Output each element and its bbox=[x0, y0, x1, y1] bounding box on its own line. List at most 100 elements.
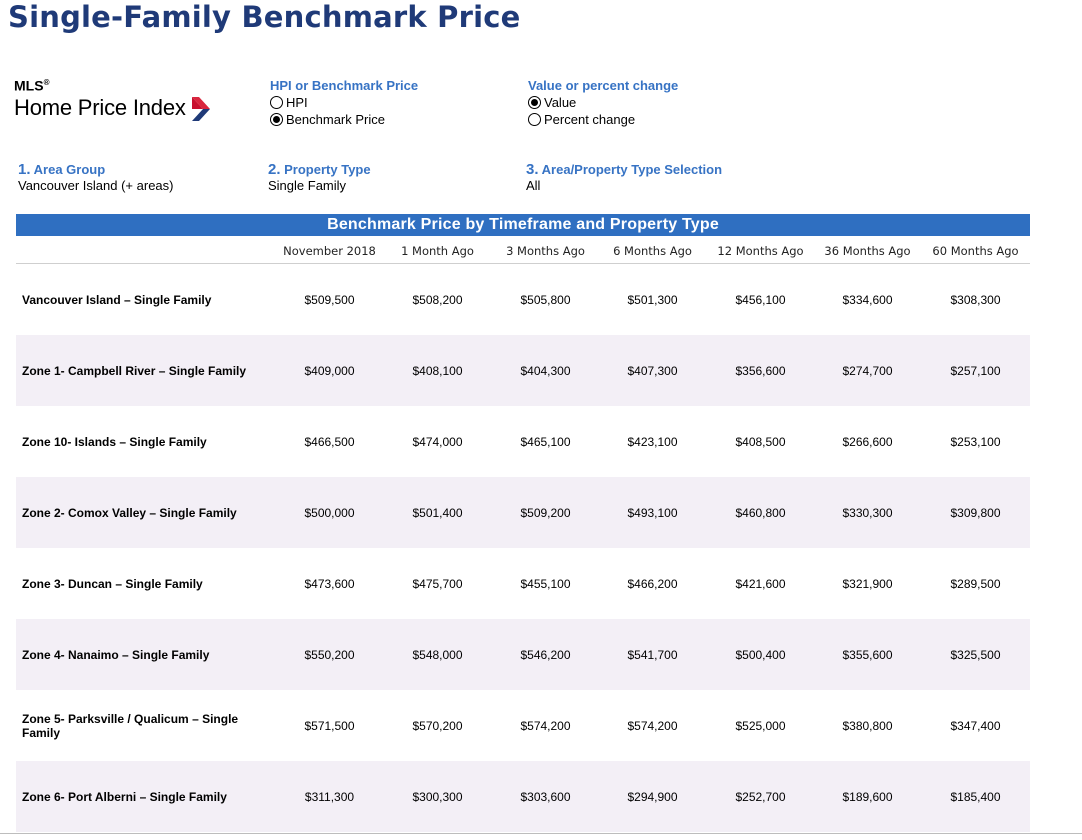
radio-hpi-label: HPI bbox=[286, 95, 308, 110]
table-cell: $546,200 bbox=[520, 647, 571, 662]
table-cell: $289,500 bbox=[950, 576, 1001, 591]
table-cell: $407,300 bbox=[627, 363, 678, 378]
table-row: Vancouver Island – Single Family $509,50… bbox=[16, 264, 1030, 335]
column-header: November 2018 bbox=[283, 244, 376, 258]
row-label: Zone 4- Nanaimo – Single Family bbox=[22, 647, 210, 662]
table-body: Vancouver Island – Single Family $509,50… bbox=[16, 264, 1030, 832]
table-cell: $308,300 bbox=[950, 292, 1001, 307]
table-cell: $355,600 bbox=[842, 647, 893, 662]
table-cell: $456,100 bbox=[735, 292, 786, 307]
table-row: Zone 2- Comox Valley – Single Family $50… bbox=[16, 477, 1030, 548]
filter-property-type-num: 2. bbox=[268, 161, 281, 178]
table-cell: $408,500 bbox=[735, 434, 786, 449]
filter-selection-num: 3. bbox=[526, 161, 539, 178]
table-cell: $505,800 bbox=[520, 292, 571, 307]
table-cell: $571,500 bbox=[304, 718, 355, 733]
filter-area-group-value[interactable]: Vancouver Island (+ areas) bbox=[18, 178, 174, 193]
mls-hpi-logo: MLS® Home Price Index bbox=[14, 75, 212, 122]
table-cell: $541,700 bbox=[627, 647, 678, 662]
table-cell: $574,200 bbox=[627, 718, 678, 733]
table-cell: $466,200 bbox=[627, 576, 678, 591]
radio-hpi-icon[interactable] bbox=[270, 96, 283, 109]
row-label: Vancouver Island – Single Family bbox=[22, 292, 212, 307]
table-cell: $321,900 bbox=[842, 576, 893, 591]
radio-option-percent-change[interactable]: Percent change bbox=[528, 111, 678, 128]
table-cell: $334,600 bbox=[842, 292, 893, 307]
table-cell: $330,300 bbox=[842, 505, 893, 520]
row-label: Zone 10- Islands – Single Family bbox=[22, 434, 207, 449]
filter-area-group[interactable]: 1. Area Group Vancouver Island (+ areas) bbox=[18, 162, 174, 194]
radio-option-value[interactable]: Value bbox=[528, 94, 678, 111]
radio-percent-label: Percent change bbox=[544, 112, 636, 127]
radio-value-icon[interactable] bbox=[528, 96, 541, 109]
hpi-or-benchmark-toggle: HPI or Benchmark Price HPI Benchmark Pri… bbox=[270, 78, 418, 128]
table-cell: $408,100 bbox=[412, 363, 463, 378]
table-cell: $475,700 bbox=[412, 576, 463, 591]
table-cell: $500,000 bbox=[304, 505, 355, 520]
table-cell: $501,400 bbox=[412, 505, 463, 520]
filter-property-type-title: Property Type bbox=[284, 162, 371, 177]
table-cell: $380,800 bbox=[842, 718, 893, 733]
table-cell: $257,100 bbox=[950, 363, 1001, 378]
row-label: Zone 6- Port Alberni – Single Family bbox=[22, 789, 227, 804]
table-cell: $253,100 bbox=[950, 434, 1001, 449]
hpi-toggle-title: HPI or Benchmark Price bbox=[270, 78, 419, 93]
filter-area-group-title: Area Group bbox=[33, 162, 106, 177]
table-cell: $266,600 bbox=[842, 434, 893, 449]
table-cell: $300,300 bbox=[412, 789, 463, 804]
row-label: Zone 2- Comox Valley – Single Family bbox=[22, 505, 237, 520]
value-toggle-title: Value or percent change bbox=[528, 78, 679, 93]
table-row: Zone 3- Duncan – Single Family $473,600 … bbox=[16, 548, 1030, 619]
table-cell: $525,000 bbox=[735, 718, 786, 733]
table-cell: $325,500 bbox=[950, 647, 1001, 662]
column-header: 1 Month Ago bbox=[401, 244, 474, 258]
filter-property-type[interactable]: 2. Property Type Single Family bbox=[268, 161, 371, 194]
table-cell: $466,500 bbox=[304, 434, 355, 449]
filter-area-property-selection[interactable]: 3. Area/Property Type Selection All bbox=[526, 161, 723, 194]
table-cell: $473,600 bbox=[304, 576, 355, 591]
table-cell: $570,200 bbox=[412, 718, 463, 733]
table-row: Zone 10- Islands – Single Family $466,50… bbox=[16, 406, 1030, 477]
column-header: 60 Months Ago bbox=[932, 244, 1019, 258]
logo-mls-text: MLS bbox=[14, 77, 44, 94]
table-cell: $309,800 bbox=[950, 505, 1001, 520]
radio-option-hpi[interactable]: HPI bbox=[270, 94, 418, 111]
radio-benchmark-label: Benchmark Price bbox=[286, 112, 385, 127]
radio-option-benchmark-price[interactable]: Benchmark Price bbox=[270, 111, 418, 128]
table-cell: $423,100 bbox=[627, 434, 678, 449]
filter-property-type-value[interactable]: Single Family bbox=[268, 178, 347, 193]
chevron-logo-icon bbox=[191, 96, 210, 121]
column-header: 12 Months Ago bbox=[717, 244, 804, 258]
table-cell: $189,600 bbox=[842, 789, 893, 804]
radio-percent-icon[interactable] bbox=[528, 113, 541, 126]
table-cell: $311,300 bbox=[304, 789, 355, 804]
table-row: Zone 5- Parksville / Qualicum – Single F… bbox=[16, 690, 1030, 761]
page-title: Single-Family Benchmark Price bbox=[8, 0, 521, 34]
table-cell: $465,100 bbox=[520, 434, 571, 449]
filter-selection-title: Area/Property Type Selection bbox=[541, 162, 723, 177]
column-header: 36 Months Ago bbox=[824, 244, 911, 258]
logo-name: Home Price Index bbox=[14, 94, 186, 120]
table-row: Zone 1- Campbell River – Single Family $… bbox=[16, 335, 1030, 406]
table-cell: $303,600 bbox=[520, 789, 571, 804]
table-cell: $347,400 bbox=[950, 718, 1001, 733]
filter-selection-value[interactable]: All bbox=[526, 178, 541, 193]
table-cell: $421,600 bbox=[735, 576, 786, 591]
column-header: 3 Months Ago bbox=[506, 244, 585, 258]
table-cell: $409,000 bbox=[304, 363, 355, 378]
radio-value-label: Value bbox=[544, 95, 577, 110]
table-cell: $274,700 bbox=[842, 363, 893, 378]
table-cell: $508,200 bbox=[412, 292, 463, 307]
row-label: Zone 1- Campbell River – Single Family bbox=[22, 363, 247, 378]
radio-benchmark-icon[interactable] bbox=[270, 113, 283, 126]
logo-registered-mark: ® bbox=[43, 78, 50, 87]
table-cell: $294,900 bbox=[627, 789, 678, 804]
table-header-row: November 2018 1 Month Ago 3 Months Ago 6… bbox=[16, 240, 1030, 264]
table-cell: $185,400 bbox=[950, 789, 1001, 804]
row-label: Zone 5- Parksville / Qualicum – Single F… bbox=[22, 711, 239, 740]
table-row: Zone 4- Nanaimo – Single Family $550,200… bbox=[16, 619, 1030, 690]
table-cell: $574,200 bbox=[520, 718, 571, 733]
page-bottom-divider bbox=[0, 833, 1082, 834]
table-banner: Benchmark Price by Timeframe and Propert… bbox=[16, 214, 1030, 236]
table-cell: $509,200 bbox=[520, 505, 571, 520]
